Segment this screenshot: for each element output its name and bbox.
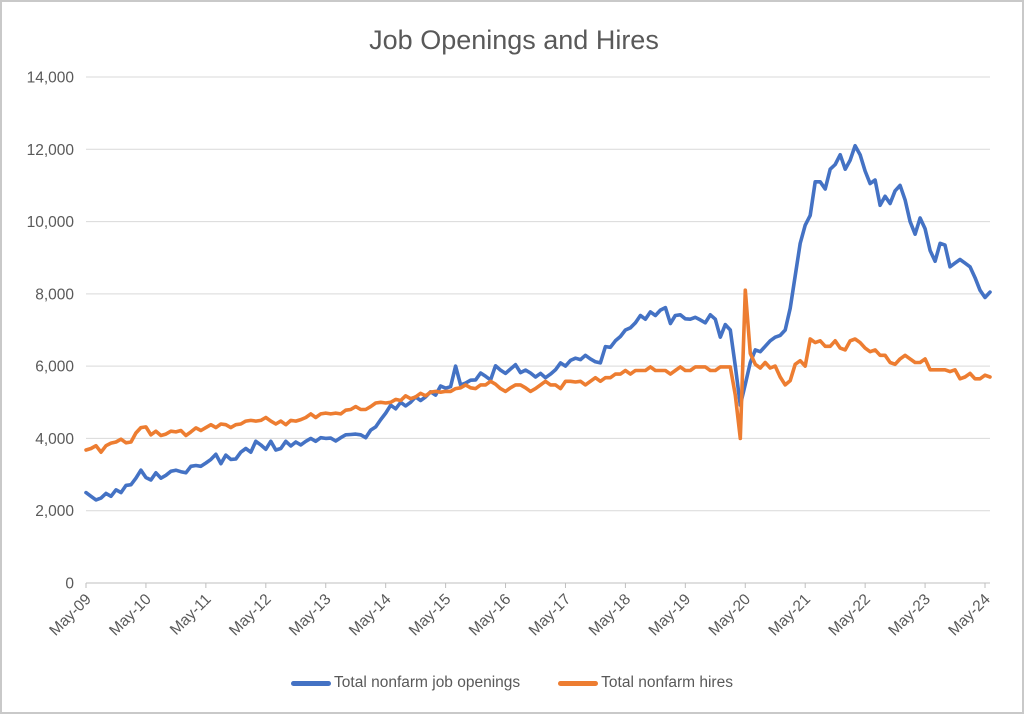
x-axis-label: May-20 [706, 591, 755, 640]
legend-swatch-job-openings-icon [291, 680, 332, 686]
x-axis-label: May-14 [346, 591, 395, 640]
x-axis-label: May-15 [406, 591, 455, 640]
chart-title: Job Openings and Hires [369, 25, 659, 55]
x-axis-label: May-13 [286, 591, 335, 640]
y-axis-labels: 0 2,000 4,000 6,000 8,000 10,000 12,000 14,000 [27, 70, 75, 593]
y-axis-label: 2,000 [35, 503, 74, 520]
legend-label-job-openings: Total nonfarm job openings [334, 674, 521, 691]
x-axis-label: May-22 [825, 591, 874, 640]
series-line-1 [84, 288, 992, 455]
legend-item-job-openings: Total nonfarm job openings [291, 674, 520, 692]
y-axis-label: 12,000 [27, 142, 75, 159]
y-axis-label: 8,000 [35, 286, 74, 303]
y-axis-label: 6,000 [35, 359, 74, 376]
y-axis-label: 0 [65, 576, 74, 593]
x-axis-label: May-19 [646, 591, 695, 640]
y-axis-label: 14,000 [27, 70, 75, 87]
series-line-0 [84, 143, 992, 502]
x-axis-label: May-16 [466, 591, 515, 640]
legend: Total nonfarm job openings Total nonfarm… [2, 674, 1022, 692]
x-axis-label: May-18 [586, 591, 635, 640]
x-axis-label: May-21 [765, 591, 814, 640]
legend-item-hires: Total nonfarm hires [558, 674, 733, 692]
y-axis-label: 4,000 [35, 431, 74, 448]
x-axis-label: May-10 [106, 591, 155, 640]
legend-swatch-hires-icon [558, 680, 599, 686]
x-axis-label: May-11 [167, 591, 215, 639]
gridlines [86, 76, 990, 584]
x-axis-label: May-24 [945, 591, 994, 640]
x-axis: May-09 May-10 May-11 May-12 May-13 May-14 May-… [46, 583, 994, 639]
x-axis-label: May-09 [46, 591, 95, 640]
x-axis-label: May-23 [885, 591, 934, 640]
series-lines [84, 143, 992, 502]
y-axis-label: 10,000 [27, 214, 75, 231]
x-axis-label: May-12 [226, 591, 275, 640]
legend-label-hires: Total nonfarm hires [601, 674, 733, 691]
x-axis-label: May-17 [526, 591, 575, 640]
